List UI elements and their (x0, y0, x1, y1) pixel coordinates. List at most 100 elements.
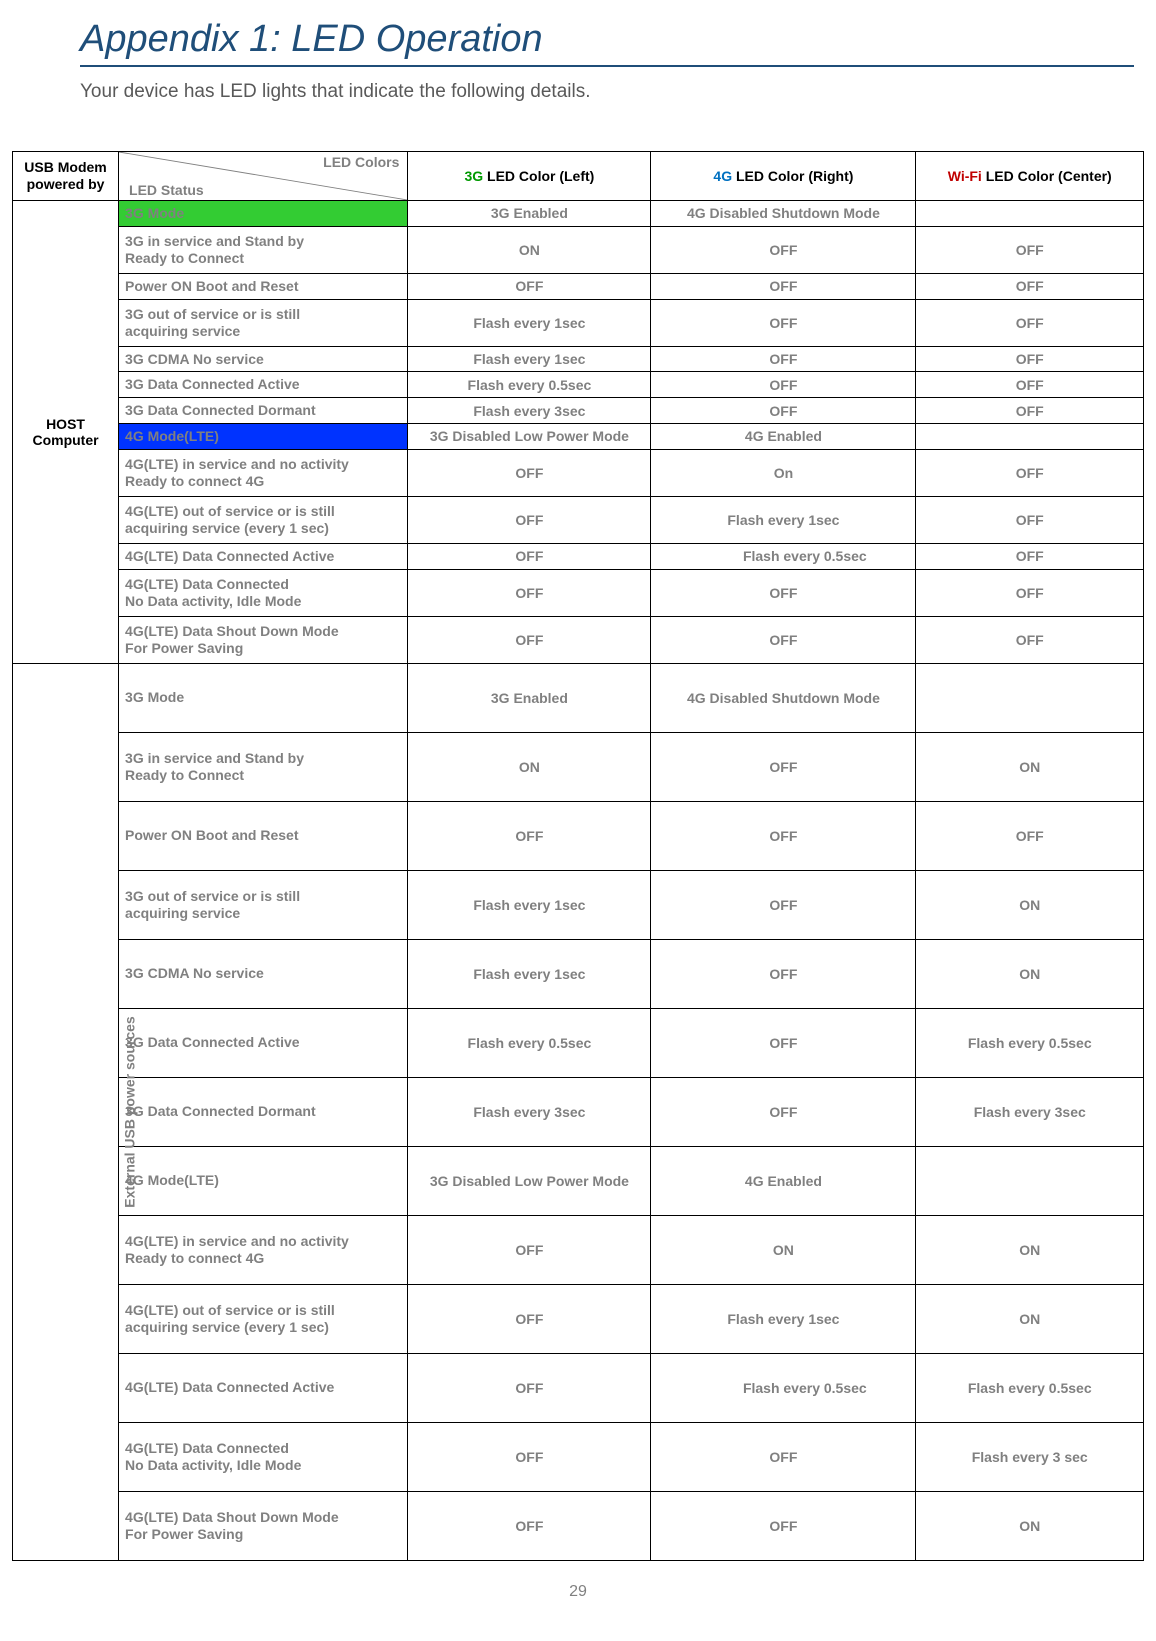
cell-4g: OFF (651, 939, 916, 1008)
cell-4g: OFF (651, 732, 916, 801)
cell-wifi: Flash every 3 sec (916, 1422, 1144, 1491)
status-cell: 4G(LTE) Data Connected Active (119, 1353, 408, 1422)
cell-3g: OFF (408, 273, 651, 299)
cell-3g: Flash every 1sec (408, 870, 651, 939)
table-row: 3G CDMA No serviceFlash every 1secOFFOFF (13, 346, 1144, 372)
cell-wifi: OFF (916, 569, 1144, 616)
cell-wifi: OFF (916, 299, 1144, 346)
cell-4g: Flash every 0.5sec (651, 1353, 916, 1422)
cell-4g: Flash every 1sec (651, 1284, 916, 1353)
status-cell: 4G(LTE) Data ConnectedNo Data activity, … (119, 569, 408, 616)
header-diagonal: LED Colors LED Status (119, 152, 408, 201)
cell-3g: Flash every 1sec (408, 299, 651, 346)
cell-3g: ON (408, 226, 651, 273)
cell-wifi: Flash every 0.5sec (916, 1353, 1144, 1422)
table-row: 4G(LTE) Data Shout Down ModeFor Power Sa… (13, 616, 1144, 663)
table-row: 4G(LTE) Data Connected ActiveOFF Flash e… (13, 1353, 1144, 1422)
table-row: 4G(LTE) Data Shout Down ModeFor Power Sa… (13, 1491, 1144, 1560)
status-cell: 3G Data Connected Active (119, 1008, 408, 1077)
table-row: 4G(LTE) Data ConnectedNo Data activity, … (13, 569, 1144, 616)
cell-wifi (916, 201, 1144, 227)
status-cell: 3G Mode (119, 663, 408, 732)
cell-4g: 4G Disabled Shutdown Mode (651, 201, 916, 227)
table-row: 4G(LTE) Data ConnectedNo Data activity, … (13, 1422, 1144, 1491)
cell-4g: OFF (651, 1077, 916, 1146)
table-row: 3G Data Connected DormantFlash every 3se… (13, 398, 1144, 424)
led-table: USB Modempowered by LED Colors LED Status 3… (12, 151, 1144, 1561)
cell-3g: Flash every 3sec (408, 398, 651, 424)
cell-wifi: OFF (916, 273, 1144, 299)
table-row: 4G Mode(LTE)3G Disabled Low Power Mode4G… (13, 1146, 1144, 1215)
status-cell: 4G(LTE) Data Connected Active (119, 543, 408, 569)
table-row: 4G(LTE) in service and no activityReady … (13, 1215, 1144, 1284)
table-row: HOSTComputer3G Mode3G Enabled4G Disabled… (13, 201, 1144, 227)
header-led-status: LED Status (129, 182, 204, 198)
status-cell: 4G(LTE) out of service or is stillacquir… (119, 496, 408, 543)
page-number: 29 (12, 1583, 1144, 1601)
cell-wifi: Flash every 0.5sec (916, 1008, 1144, 1077)
cell-wifi: OFF (916, 346, 1144, 372)
table-row: 4G(LTE) Data Connected ActiveOFF Flash e… (13, 543, 1144, 569)
status-cell: 3G CDMA No service (119, 939, 408, 1008)
cell-4g: OFF (651, 273, 916, 299)
table-row: 3G CDMA No serviceFlash every 1secOFFON (13, 939, 1144, 1008)
cell-4g: OFF (651, 616, 916, 663)
table-row: Power ON Boot and ResetOFFOFFOFF (13, 273, 1144, 299)
cell-wifi: ON (916, 939, 1144, 1008)
header-wifi: Wi-Fi LED Color (Center) (916, 152, 1144, 201)
cell-3g: 3G Disabled Low Power Mode (408, 423, 651, 449)
status-cell: 3G Data Connected Dormant (119, 398, 408, 424)
cell-3g: 3G Enabled (408, 663, 651, 732)
cell-wifi (916, 423, 1144, 449)
cell-3g: OFF (408, 1491, 651, 1560)
cell-4g: OFF (651, 1422, 916, 1491)
table-row: Power ON Boot and ResetOFFOFFOFF (13, 801, 1144, 870)
header-4g: 4G LED Color (Right) (651, 152, 916, 201)
status-cell: 4G(LTE) in service and no activityReady … (119, 449, 408, 496)
cell-4g: OFF (651, 299, 916, 346)
cell-3g: ON (408, 732, 651, 801)
table-row: 3G Data Connected ActiveFlash every 0.5s… (13, 372, 1144, 398)
cell-wifi: OFF (916, 496, 1144, 543)
cell-4g: OFF (651, 346, 916, 372)
table-row: 3G Data Connected ActiveFlash every 0.5s… (13, 1008, 1144, 1077)
table-row: 4G(LTE) in service and no activityReady … (13, 449, 1144, 496)
cell-3g: OFF (408, 801, 651, 870)
status-cell: 3G Data Connected Active (119, 372, 408, 398)
cell-3g: Flash every 1sec (408, 939, 651, 1008)
table-row: 4G Mode(LTE)3G Disabled Low Power Mode4G… (13, 423, 1144, 449)
cell-3g: Flash every 0.5sec (408, 1008, 651, 1077)
cell-4g: 4G Disabled Shutdown Mode (651, 663, 916, 732)
status-cell: 3G Data Connected Dormant (119, 1077, 408, 1146)
cell-3g: 3G Disabled Low Power Mode (408, 1146, 651, 1215)
status-cell: 4G(LTE) Data Shout Down ModeFor Power Sa… (119, 616, 408, 663)
table-row: 4G(LTE) out of service or is stillacquir… (13, 496, 1144, 543)
cell-4g: OFF (651, 1008, 916, 1077)
header-powered-by: USB Modempowered by (13, 152, 119, 201)
cell-3g: OFF (408, 1284, 651, 1353)
cell-4g: Flash every 0.5sec (651, 543, 916, 569)
status-cell: 4G Mode(LTE) (119, 423, 408, 449)
cell-3g: OFF (408, 1353, 651, 1422)
cell-3g: 3G Enabled (408, 201, 651, 227)
cell-4g: OFF (651, 398, 916, 424)
cell-3g: Flash every 0.5sec (408, 372, 651, 398)
table-row: 3G in service and Stand byReady to Conne… (13, 226, 1144, 273)
status-cell: 3G Mode (119, 201, 408, 227)
title-underline (80, 65, 1134, 67)
status-cell: 3G out of service or is stillacquiring s… (119, 870, 408, 939)
intro-text: Your device has LED lights that indicate… (80, 81, 1144, 103)
cell-wifi: OFF (916, 801, 1144, 870)
cell-wifi (916, 663, 1144, 732)
cell-3g: Flash every 1sec (408, 346, 651, 372)
status-cell: 3G CDMA No service (119, 346, 408, 372)
status-cell: Power ON Boot and Reset (119, 273, 408, 299)
cell-4g: OFF (651, 870, 916, 939)
header-led-colors: LED Colors (323, 154, 399, 170)
header-3g: 3G LED Color (Left) (408, 152, 651, 201)
cell-wifi: OFF (916, 372, 1144, 398)
status-cell: 4G(LTE) out of service or is stillacquir… (119, 1284, 408, 1353)
cell-3g: OFF (408, 569, 651, 616)
status-cell: 4G(LTE) Data Shout Down ModeFor Power Sa… (119, 1491, 408, 1560)
status-cell: 3G in service and Stand byReady to Conne… (119, 732, 408, 801)
